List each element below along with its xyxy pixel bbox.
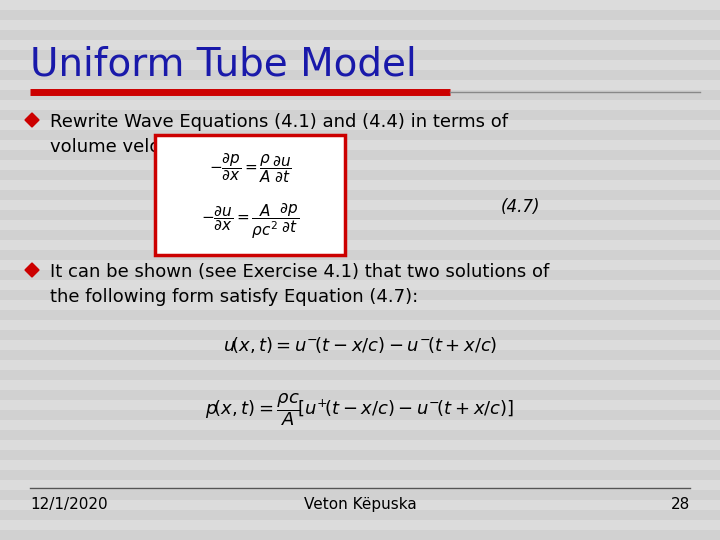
- Text: Uniform Tube Model: Uniform Tube Model: [30, 45, 417, 83]
- Text: 28: 28: [671, 497, 690, 512]
- Bar: [0, 510, 720, 520]
- Bar: [0, 470, 720, 480]
- Bar: [0, 150, 720, 160]
- Bar: [0, 310, 720, 320]
- Bar: [0, 390, 720, 400]
- Text: Rewrite Wave Equations (4.1) and (4.4) in terms of
volume velocity:: Rewrite Wave Equations (4.1) and (4.4) i…: [50, 113, 508, 156]
- Text: $-\dfrac{\partial p}{\partial x} = \dfrac{\rho}{A}\dfrac{\partial u}{\partial t}: $-\dfrac{\partial p}{\partial x} = \dfra…: [209, 152, 292, 185]
- Bar: [0, 370, 720, 380]
- Bar: [0, 230, 720, 240]
- Bar: [0, 10, 720, 20]
- Text: $p\!\left(x,t\right)=\dfrac{\rho c}{A}\!\left[u^{+}\!\left(t-x/c\right)-u^{-}\!\: $p\!\left(x,t\right)=\dfrac{\rho c}{A}\!…: [205, 392, 515, 428]
- Bar: [0, 450, 720, 460]
- Bar: [0, 490, 720, 500]
- Bar: [0, 350, 720, 360]
- Bar: [0, 210, 720, 220]
- Bar: [0, 410, 720, 420]
- Bar: [0, 70, 720, 80]
- Bar: [0, 430, 720, 440]
- Text: (4.7): (4.7): [500, 198, 540, 216]
- Bar: [0, 110, 720, 120]
- Text: Veton Këpuska: Veton Këpuska: [304, 497, 416, 512]
- Bar: [0, 530, 720, 540]
- Bar: [0, 190, 720, 200]
- Bar: [0, 130, 720, 140]
- Bar: [0, 90, 720, 100]
- Text: 12/1/2020: 12/1/2020: [30, 497, 107, 512]
- Bar: [0, 330, 720, 340]
- Bar: [0, 250, 720, 260]
- Bar: [155, 135, 345, 255]
- Bar: [0, 50, 720, 60]
- Text: It can be shown (see Exercise 4.1) that two solutions of
the following form sati: It can be shown (see Exercise 4.1) that …: [50, 263, 549, 306]
- Polygon shape: [25, 113, 39, 127]
- Polygon shape: [25, 263, 39, 277]
- Bar: [0, 290, 720, 300]
- Bar: [0, 30, 720, 40]
- Bar: [0, 270, 720, 280]
- Text: $-\dfrac{\partial u}{\partial x} = \dfrac{A}{\rho c^2}\dfrac{\partial p}{\partia: $-\dfrac{\partial u}{\partial x} = \dfra…: [201, 201, 300, 241]
- Bar: [0, 170, 720, 180]
- Text: $u\!\left(x,t\right)=u^{-}\!\left(t-x/c\right)-u^{-}\!\left(t+x/c\right)$: $u\!\left(x,t\right)=u^{-}\!\left(t-x/c\…: [222, 335, 498, 355]
